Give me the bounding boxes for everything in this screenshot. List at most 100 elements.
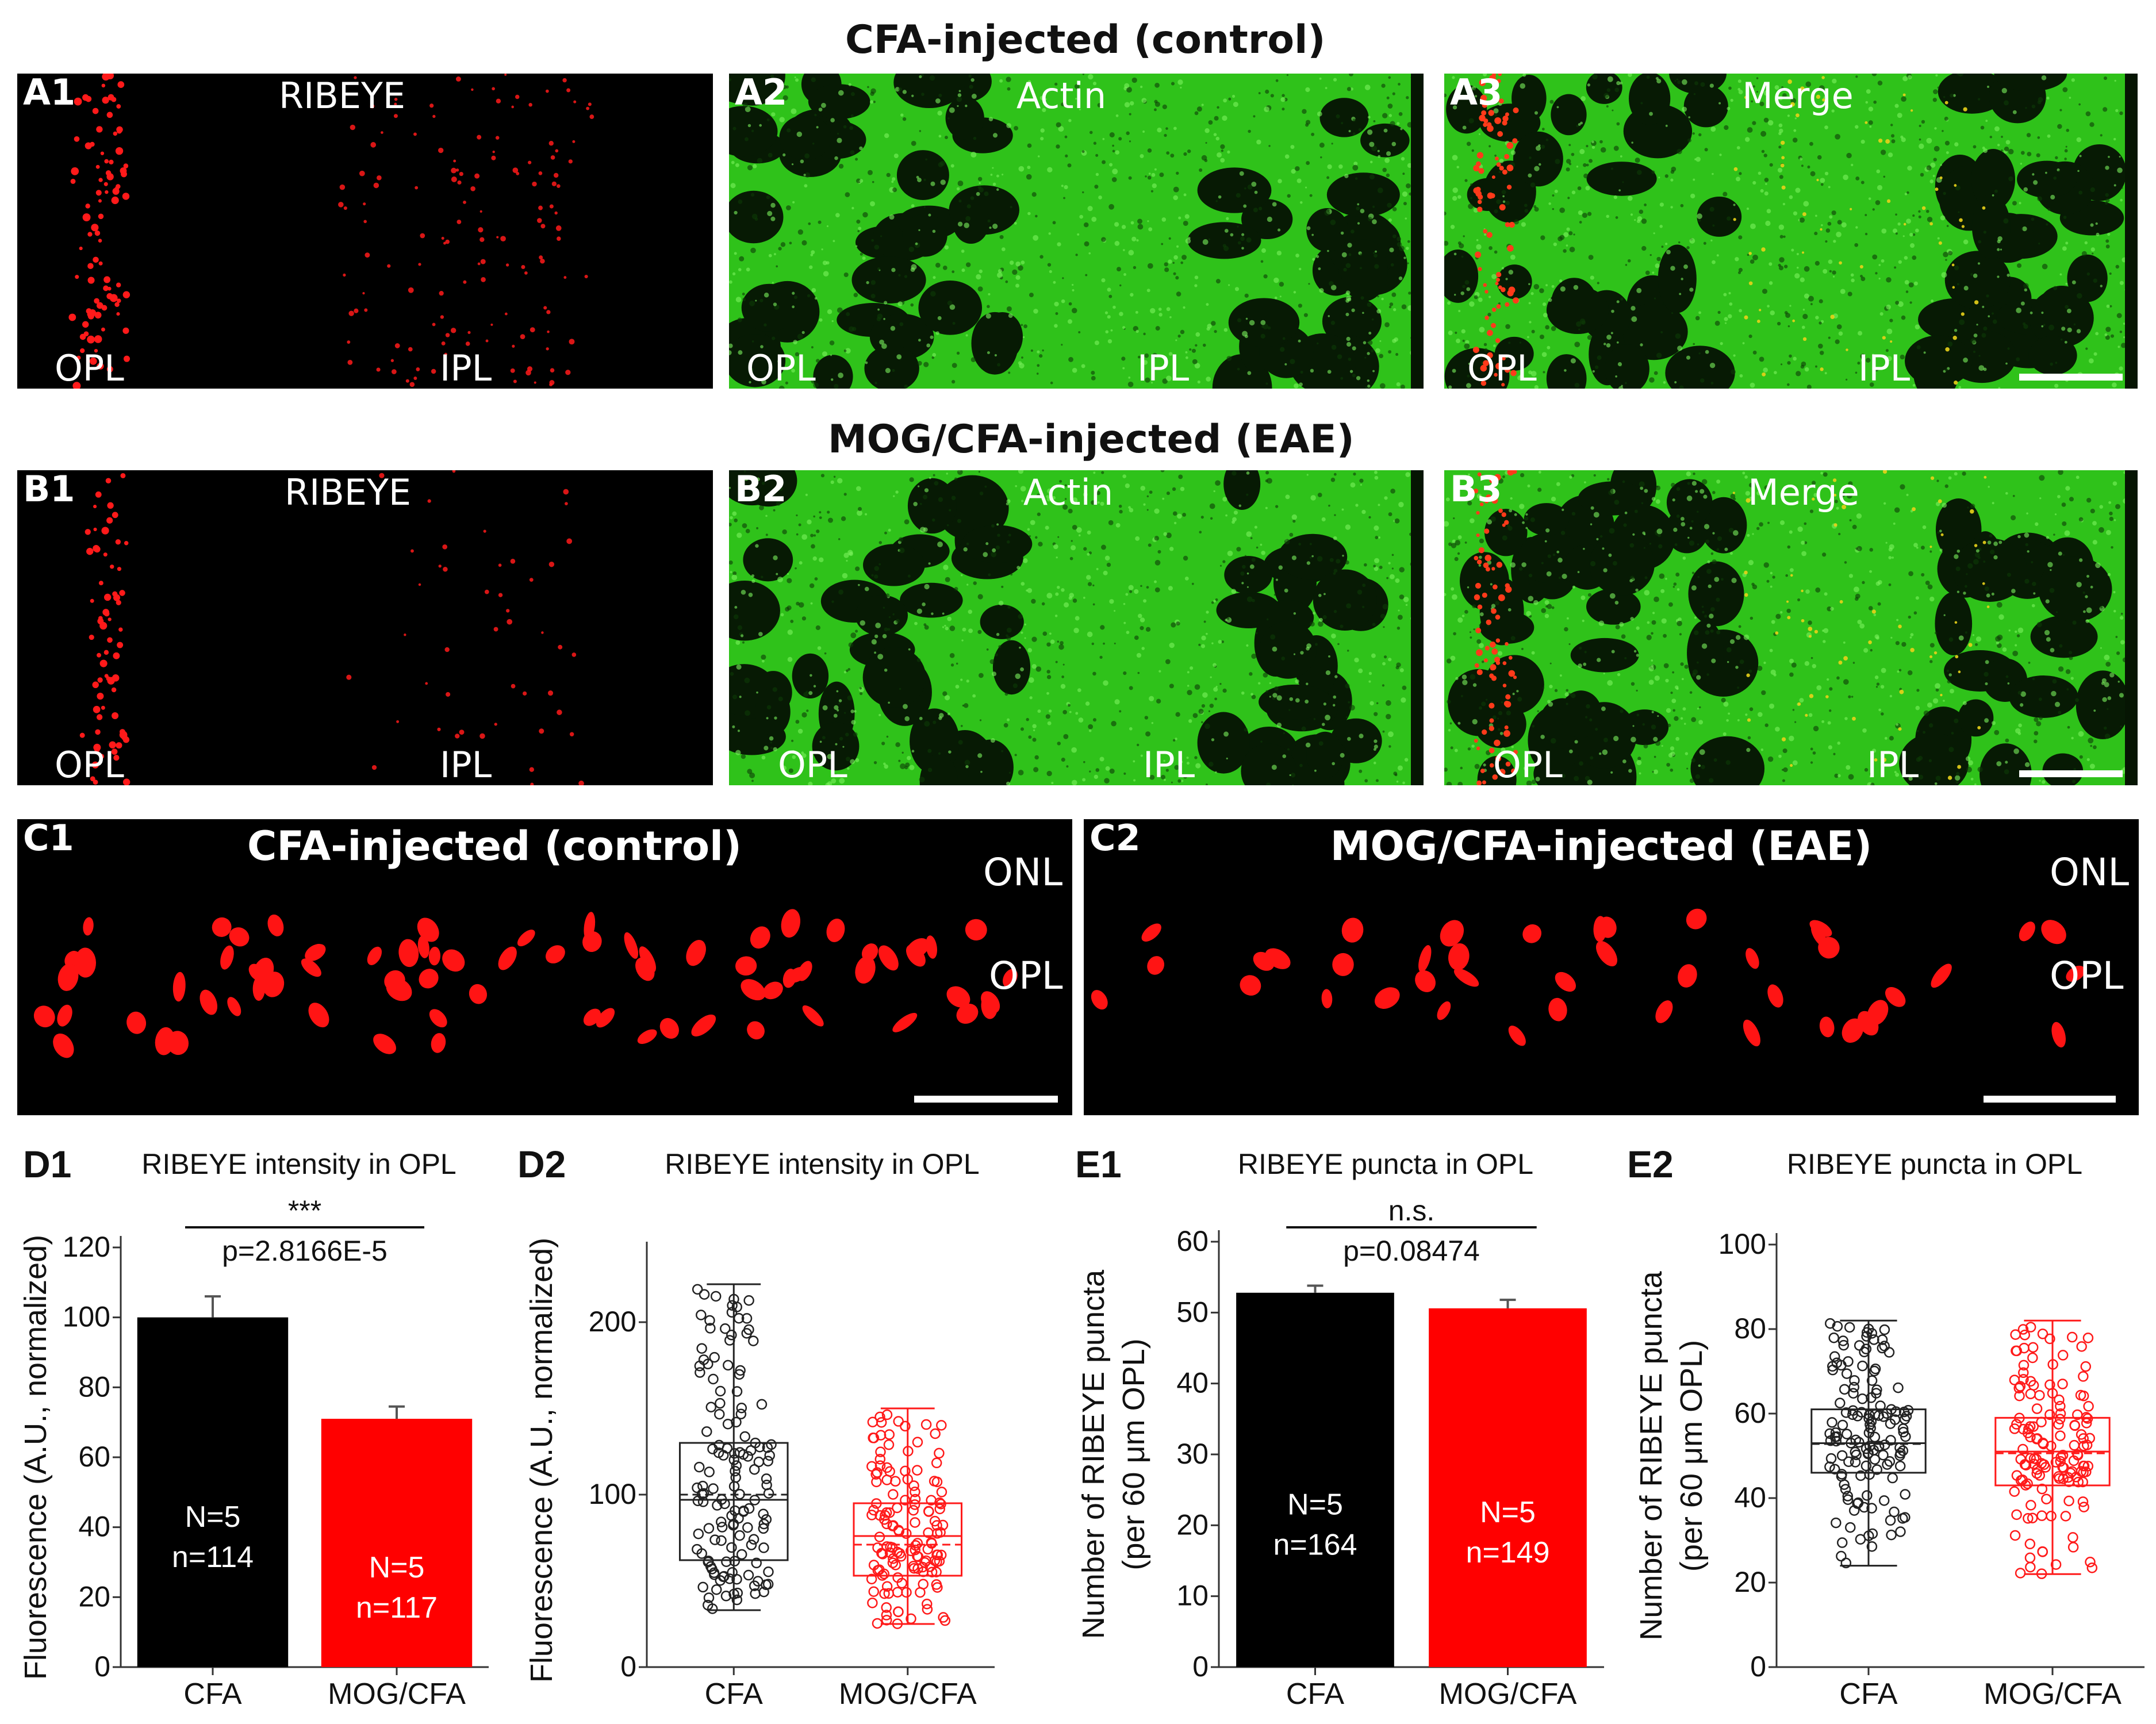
actin-speckle: [1157, 550, 1161, 554]
ribeye-punctum: [98, 213, 104, 220]
actin-speckle: [1461, 694, 1463, 697]
actin-speckle: [1950, 93, 1954, 98]
actin-speckle: [1499, 732, 1503, 735]
actin-speckle: [1040, 137, 1044, 141]
actin-speckle: [1608, 553, 1612, 557]
actin-speckle: [942, 266, 947, 270]
ribeye-punctum: [498, 563, 502, 567]
ribeye-punctum: [1748, 252, 1752, 255]
actin-speckle: [1510, 254, 1516, 260]
actin-speckle: [1913, 611, 1917, 615]
ribeye-punctum: [394, 98, 398, 101]
ribeye-punctum: [551, 181, 557, 187]
actin-speckle: [831, 320, 834, 322]
actin-speckle: [1126, 631, 1130, 634]
actin-speckle: [1946, 225, 1949, 227]
ribeye-punctum: [96, 714, 103, 720]
y-tick-label: 30: [1176, 1438, 1209, 1470]
ribeye-punctum: [1485, 567, 1490, 572]
actin-speckle: [1742, 342, 1745, 344]
actin-speckle: [925, 158, 927, 161]
layer-label-onl: ONL: [983, 850, 1063, 894]
actin-speckle: [1055, 312, 1058, 315]
ribeye-punctum: [95, 491, 102, 498]
ribeye-punctum: [1476, 510, 1480, 515]
actin-speckle: [2045, 599, 2050, 604]
actin-speckle: [2007, 347, 2010, 350]
actin-speckle: [1678, 617, 1682, 621]
actin-speckle: [919, 716, 923, 720]
actin-speckle: [1215, 771, 1217, 774]
actin-speckle: [1701, 765, 1705, 769]
actin-speckle: [1689, 238, 1695, 244]
actin-speckle: [1670, 751, 1675, 757]
actin-speckle: [1983, 148, 1988, 153]
actin-speckle: [859, 179, 864, 183]
actin-speckle: [998, 600, 1004, 606]
ribeye-punctum: [1489, 478, 1495, 483]
actin-speckle: [1213, 663, 1217, 667]
actin-speckle: [1075, 712, 1079, 715]
actin-speckle: [845, 192, 850, 197]
ribeye-punctum: [1505, 222, 1510, 228]
actin-speckle: [1020, 727, 1025, 731]
p-value: p=2.8166E-5: [222, 1235, 388, 1267]
ribeye-punctum: [479, 210, 482, 213]
actin-speckle: [1298, 304, 1302, 308]
ribeye-punctum: [1781, 156, 1785, 160]
actin-speckle: [1846, 493, 1852, 499]
actin-speckle: [945, 136, 948, 140]
actin-speckle: [1446, 658, 1452, 664]
actin-speckle: [1097, 103, 1102, 107]
actin-speckle: [1522, 521, 1525, 524]
actin-speckle: [2059, 273, 2062, 276]
ribeye-punctum: [1477, 472, 1482, 477]
ribeye-punctum: [409, 382, 415, 387]
actin-speckle: [730, 183, 736, 189]
actin-speckle: [1620, 709, 1624, 713]
actin-speckle: [1673, 527, 1678, 532]
actin-speckle: [1197, 380, 1200, 384]
actin-speckle: [1610, 771, 1613, 774]
actin-speckle: [1062, 277, 1064, 279]
actin-speckle: [930, 291, 936, 297]
ribeye-punctum: [393, 114, 398, 118]
ribeye-punctum: [1787, 616, 1791, 620]
ribeye-punctum: [103, 285, 109, 291]
actin-speckle: [1144, 716, 1149, 720]
actin-speckle: [1797, 598, 1801, 602]
ribeye-punctum: [1476, 161, 1481, 167]
actin-speckle: [1242, 565, 1246, 569]
actin-speckle: [1576, 166, 1579, 168]
actin-speckle: [1389, 574, 1395, 579]
actin-speckle: [883, 318, 885, 320]
actin-speckle: [2055, 362, 2058, 364]
actin-speckle: [1065, 154, 1068, 158]
actin-speckle: [2109, 516, 2114, 521]
actin-speckle: [1787, 325, 1790, 328]
data-point: [934, 1447, 945, 1459]
actin-speckle: [1140, 617, 1145, 623]
actin-speckle: [1265, 471, 1269, 475]
actin-speckle: [1691, 717, 1697, 723]
data-point: [894, 1548, 906, 1559]
actin-speckle: [1843, 174, 1848, 181]
actin-speckle: [1340, 377, 1344, 380]
ribeye-punctum: [343, 206, 347, 210]
actin-speckle: [1052, 221, 1056, 225]
actin-speckle: [778, 247, 782, 251]
actin-speckle: [1748, 334, 1752, 339]
ribeye-punctum: [1484, 528, 1490, 534]
ribeye-punctum: [504, 312, 508, 316]
actin-speckle: [1711, 658, 1716, 663]
actin-speckle: [1883, 502, 1886, 505]
actin-speckle: [1685, 752, 1689, 755]
actin-speckle: [755, 300, 757, 302]
actin-speckle: [1095, 768, 1100, 772]
ribeye-punctum: [112, 591, 118, 597]
ribeye-punctum: [1761, 247, 1766, 252]
actin-speckle: [1918, 774, 1924, 780]
ribeye-punctum: [443, 241, 446, 245]
actin-speckle: [2031, 560, 2034, 564]
